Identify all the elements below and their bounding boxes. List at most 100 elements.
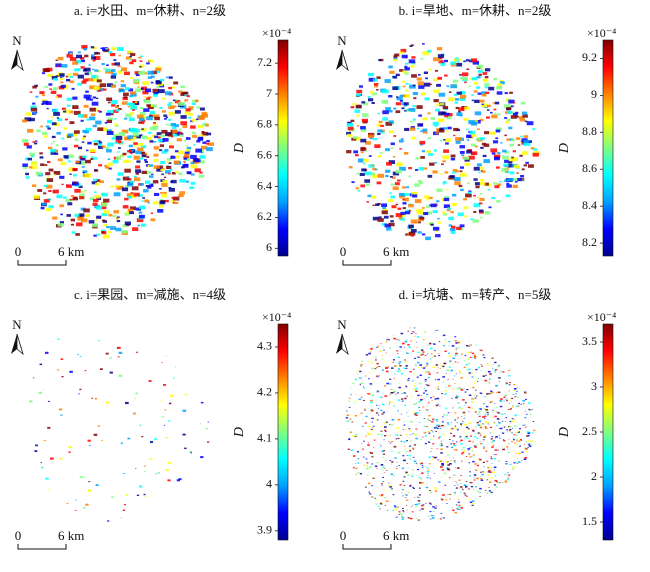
map-patch [457, 484, 459, 486]
map-patch [160, 169, 164, 172]
map-patch [376, 89, 379, 91]
map-patch [398, 465, 400, 466]
map-patch [378, 347, 380, 348]
map-patch [389, 229, 392, 231]
map-patch [507, 472, 509, 473]
map-patch [200, 145, 208, 150]
map-patch [417, 500, 421, 502]
map-patch [127, 150, 132, 153]
map-patch [463, 117, 469, 121]
map-patch [524, 456, 528, 459]
map-patch [84, 54, 89, 58]
map-patch [480, 471, 482, 473]
map-patch [373, 439, 376, 441]
map-patch [499, 399, 503, 402]
map-patch [134, 128, 141, 133]
map-patch [452, 407, 454, 409]
map-patch [491, 114, 498, 119]
map-patch [52, 189, 59, 194]
map-patch [418, 74, 421, 76]
map-patch [156, 71, 160, 74]
map-patch [414, 403, 417, 405]
map-patch [502, 482, 504, 484]
map-patch [428, 415, 431, 417]
map-patch [437, 217, 440, 220]
map-patch [404, 193, 409, 196]
map-patch [139, 66, 142, 68]
map-patch [110, 185, 114, 188]
map-patch [155, 80, 162, 85]
map-patch [349, 431, 353, 433]
map-patch [471, 401, 474, 403]
map-patch [427, 515, 430, 517]
map-patch [450, 231, 456, 234]
map-patch [92, 124, 97, 128]
map-patch [400, 440, 403, 442]
map-patch [126, 176, 130, 178]
map-patch [178, 193, 184, 198]
map-patch [429, 83, 432, 85]
map-patch [514, 450, 516, 452]
map-patch [461, 408, 463, 410]
map-patch [511, 139, 516, 142]
map-patch [365, 141, 371, 145]
map-patch [419, 382, 422, 385]
map-patch [526, 121, 534, 126]
map-patch [445, 496, 447, 498]
map-patch [101, 206, 107, 210]
map-patch [142, 197, 145, 199]
map-patch [445, 142, 449, 145]
map-patch [459, 224, 465, 228]
map-patch [69, 52, 73, 55]
map-patch [115, 109, 120, 112]
map-patch [116, 346, 121, 349]
map-patch [367, 96, 371, 98]
map-patch [121, 187, 129, 192]
map-patch [391, 488, 393, 490]
map-patch [451, 364, 454, 366]
map-patch [457, 417, 460, 419]
map-patch [398, 382, 400, 384]
map-patch [402, 197, 409, 202]
map-patch [368, 72, 374, 77]
map-patch [495, 406, 498, 408]
map-patch [479, 181, 486, 186]
map-patch [482, 416, 485, 418]
map-patch [53, 77, 58, 81]
map-patch [396, 162, 403, 167]
map-patch [460, 423, 462, 425]
map-patch [171, 179, 177, 184]
map-patch [384, 489, 385, 491]
map-patch [460, 475, 462, 476]
map-patch [376, 499, 378, 500]
map-patch [474, 182, 481, 186]
map-patch [496, 418, 500, 420]
map-patch [505, 121, 509, 124]
map-patch [453, 58, 458, 62]
map-patch [385, 367, 388, 369]
map-patch [421, 150, 426, 153]
map-patch [507, 451, 510, 454]
map-patch [377, 408, 379, 409]
map-patch [91, 75, 97, 79]
map-patch [182, 409, 187, 412]
map-patch [429, 463, 431, 465]
map-patch [372, 204, 375, 206]
map-patch [483, 436, 486, 438]
map-patch [482, 471, 484, 472]
map-patch [487, 413, 490, 415]
map-patch [62, 107, 66, 110]
map-patch [149, 164, 154, 167]
map-patch [59, 204, 65, 208]
map-patch [528, 402, 531, 404]
map-patch [474, 463, 477, 465]
map-patch [127, 208, 133, 212]
map-patch [370, 351, 372, 353]
map-patch [395, 393, 397, 395]
map-patch [182, 125, 188, 128]
map-patch [44, 164, 48, 166]
map-patch [408, 345, 411, 347]
map-patch [409, 356, 411, 358]
map-patch [452, 193, 457, 197]
map-patch [152, 88, 159, 93]
